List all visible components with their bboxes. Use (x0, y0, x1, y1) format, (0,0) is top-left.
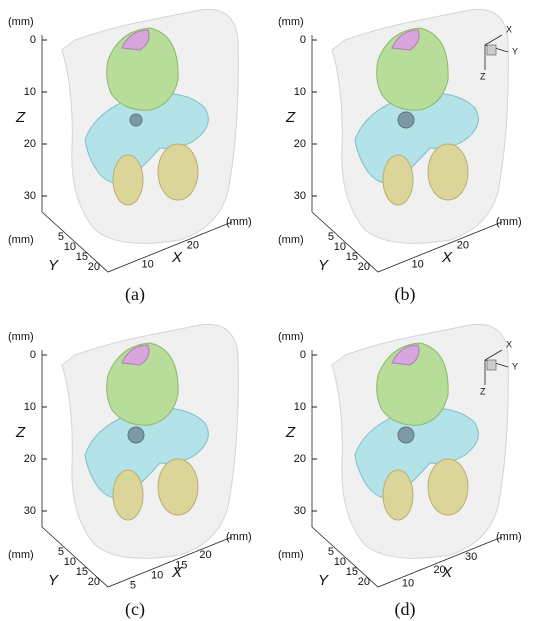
x-title: X (441, 564, 453, 581)
x-tick-label: 10 (151, 570, 163, 582)
x-unit: (mm) (496, 216, 522, 228)
x-tick-label: 10 (142, 259, 154, 271)
y-tick-label: 20 (88, 576, 100, 588)
x-unit: (mm) (226, 216, 252, 228)
yellow-left (383, 470, 413, 520)
z-title: Z (15, 109, 26, 126)
y-tick-label: 15 (346, 251, 358, 263)
yellow-left (113, 155, 143, 205)
y-title: Y (48, 572, 59, 589)
x-unit: (mm) (496, 531, 522, 543)
x-title: X (171, 564, 183, 581)
y-tick-label: 10 (334, 556, 346, 568)
x-tick-label: 20 (199, 549, 211, 561)
yellow-right (428, 459, 468, 515)
panel-label: (a) (125, 284, 145, 305)
triad-label: X (506, 24, 512, 34)
panel-label: (d) (395, 599, 416, 620)
triad-label: X (506, 339, 512, 349)
z-tick-label: 0 (30, 34, 36, 46)
figure: (mm)0102030Z(mm)5101520Y1020X(mm)(a)(mm)… (0, 0, 540, 621)
z-tick-label: 20 (294, 453, 306, 465)
triad-label: Y (512, 46, 518, 56)
yellow-left (383, 155, 413, 205)
sphere (128, 427, 144, 443)
z-tick-label: 30 (294, 505, 306, 517)
z-tick-label: 20 (294, 138, 306, 150)
z-tick-label: 0 (300, 349, 306, 361)
z-tick-label: 10 (24, 401, 36, 413)
sphere (398, 112, 414, 128)
x-tick-label: 10 (402, 578, 414, 590)
triad-label: Z (480, 71, 486, 81)
triad-label: Z (480, 386, 486, 396)
x-tick-label: 10 (412, 259, 424, 271)
x-tick-label: 5 (130, 580, 136, 592)
z-unit: (mm) (278, 16, 304, 28)
y-tick-label: 20 (88, 261, 100, 273)
z-tick-label: 30 (24, 505, 36, 517)
y-tick-label: 15 (76, 251, 88, 263)
x-tick-label: 30 (465, 551, 477, 563)
z-unit: (mm) (8, 331, 34, 343)
triad-box (487, 360, 496, 370)
z-tick-label: 20 (24, 453, 36, 465)
panel-label: (c) (125, 599, 145, 620)
x-tick-label: 20 (187, 239, 199, 251)
z-tick-label: 20 (24, 138, 36, 150)
z-tick-label: 0 (30, 349, 36, 361)
x-tick-label: 20 (457, 239, 469, 251)
z-tick-label: 10 (294, 401, 306, 413)
z-title: Z (285, 109, 296, 126)
yellow-right (158, 144, 198, 200)
y-unit: (mm) (8, 234, 34, 246)
z-tick-label: 30 (294, 190, 306, 202)
panel-label: (b) (395, 284, 416, 305)
sphere (398, 427, 414, 443)
yellow-right (158, 459, 198, 515)
z-tick-label: 10 (294, 86, 306, 98)
z-unit: (mm) (8, 16, 34, 28)
z-title: Z (285, 424, 296, 441)
y-tick-label: 10 (334, 241, 346, 253)
z-tick-label: 30 (24, 190, 36, 202)
y-unit: (mm) (8, 549, 34, 561)
z-tick-label: 10 (24, 86, 36, 98)
z-unit: (mm) (278, 331, 304, 343)
triad-label: Y (512, 361, 518, 371)
z-title: Z (15, 424, 26, 441)
x-unit: (mm) (226, 531, 252, 543)
y-tick-label: 20 (358, 261, 370, 273)
y-tick-label: 20 (358, 576, 370, 588)
y-tick-label: 10 (64, 241, 76, 253)
x-title: X (171, 249, 183, 266)
y-unit: (mm) (278, 549, 304, 561)
y-title: Y (318, 572, 329, 589)
y-tick-label: 15 (346, 566, 358, 578)
y-title: Y (48, 257, 59, 274)
y-tick-label: 10 (64, 556, 76, 568)
y-unit: (mm) (278, 234, 304, 246)
triad-box (487, 45, 496, 55)
y-tick-label: 15 (76, 566, 88, 578)
sphere (130, 114, 142, 126)
x-title: X (441, 249, 453, 266)
y-title: Y (318, 257, 329, 274)
yellow-right (428, 144, 468, 200)
z-tick-label: 0 (300, 34, 306, 46)
yellow-left (113, 470, 143, 520)
